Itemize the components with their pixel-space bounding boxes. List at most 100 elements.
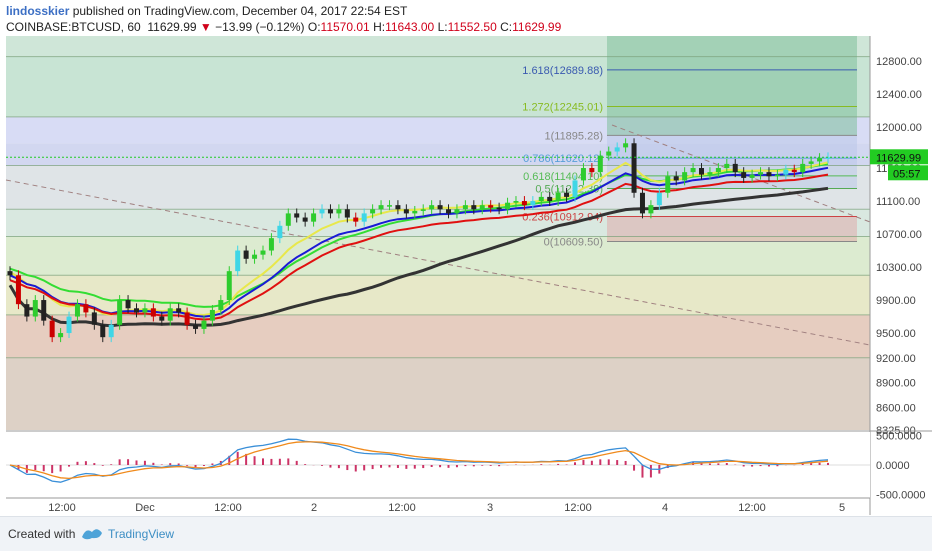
footer: Created with TradingView bbox=[0, 516, 932, 551]
symbol-label: COINBASE:BTCUSD, 60 bbox=[6, 20, 141, 34]
candle-body bbox=[159, 316, 165, 321]
candle-body bbox=[749, 174, 755, 178]
sma-black-line bbox=[8, 186, 829, 328]
candle-body bbox=[454, 209, 460, 214]
fib-extension-box bbox=[607, 36, 857, 136]
candle-body bbox=[277, 225, 283, 239]
candle-body bbox=[378, 205, 384, 210]
candle-body bbox=[209, 309, 215, 321]
candle-body bbox=[547, 196, 553, 202]
price-tick-label: 8900.00 bbox=[876, 378, 916, 390]
candle-body bbox=[774, 174, 780, 177]
last-price-tag bbox=[870, 149, 928, 165]
candle-body bbox=[327, 209, 333, 214]
candle-body bbox=[564, 192, 570, 197]
publish-line: lindosskier published on TradingView.com… bbox=[6, 4, 407, 18]
price-chart[interactable]: 1.618(12689.88) 1.272(12245.01) 1(11895.28… bbox=[0, 0, 932, 516]
candle-body bbox=[471, 205, 477, 210]
candle-body bbox=[479, 205, 485, 210]
fib-label: 1.618(12689.88) bbox=[522, 65, 603, 77]
price-change: −13.99 (−0.12%) bbox=[215, 20, 305, 34]
open-value: 11570.01 bbox=[320, 20, 370, 34]
candle-body bbox=[395, 205, 401, 210]
macd-line bbox=[9, 438, 829, 483]
candle-body bbox=[505, 202, 511, 210]
candle-body bbox=[252, 254, 258, 259]
candle-body bbox=[639, 192, 645, 214]
candle-body bbox=[791, 169, 797, 173]
time-tick-label: 12:00 bbox=[48, 502, 76, 514]
candle-body bbox=[117, 300, 123, 325]
candle-body bbox=[294, 213, 300, 218]
background-band bbox=[6, 357, 870, 430]
candle-body bbox=[521, 201, 527, 206]
candle-body bbox=[513, 201, 519, 203]
candle-body bbox=[699, 168, 705, 175]
candle-body bbox=[724, 163, 730, 169]
candle-body bbox=[7, 271, 13, 276]
ema-red-line bbox=[9, 173, 829, 321]
candle-body bbox=[66, 316, 72, 334]
candle-body bbox=[707, 172, 713, 175]
background-band bbox=[6, 314, 870, 358]
candle-body bbox=[623, 143, 629, 148]
candle-body bbox=[420, 209, 426, 211]
candle-body bbox=[572, 180, 578, 197]
candle-body bbox=[758, 172, 764, 175]
candle-body bbox=[631, 143, 637, 193]
candle-body bbox=[83, 304, 89, 313]
candle-body bbox=[100, 324, 106, 338]
background-band bbox=[6, 236, 870, 276]
fib-label: 1(11895.28) bbox=[544, 130, 603, 142]
candle-body bbox=[344, 209, 350, 218]
ema-green-line bbox=[9, 162, 829, 308]
background-band bbox=[6, 275, 870, 315]
candle-body bbox=[319, 209, 325, 214]
fib-label: 1.272(12245.01) bbox=[522, 102, 603, 114]
price-tick-label: 9900.00 bbox=[876, 295, 916, 307]
candle-body bbox=[268, 238, 274, 251]
fib-label: 0.786(11620.12) bbox=[523, 153, 603, 165]
price-tick-label: 8600.00 bbox=[876, 402, 916, 414]
price-tick-label: 11100.00 bbox=[876, 196, 920, 208]
candle-body bbox=[496, 207, 502, 210]
macd-tick-label: 500.0000 bbox=[876, 431, 922, 443]
candle-body bbox=[15, 275, 21, 305]
candle-body bbox=[49, 320, 55, 338]
fib-lower-box bbox=[607, 216, 857, 242]
candle-body bbox=[41, 300, 47, 321]
candle-body bbox=[817, 158, 823, 162]
macd-tick-label: -500.0000 bbox=[876, 489, 926, 501]
tradingview-logo-icon[interactable] bbox=[80, 523, 104, 543]
candle-body bbox=[125, 300, 131, 309]
candle-body bbox=[715, 168, 721, 173]
time-tick-label: 12:00 bbox=[214, 502, 242, 514]
tradingview-link[interactable]: TradingView bbox=[108, 527, 175, 541]
candle-body bbox=[302, 217, 308, 222]
time-tick-label: 12:00 bbox=[564, 502, 592, 514]
candle-body bbox=[808, 161, 814, 164]
created-with-label: Created with bbox=[8, 527, 76, 541]
candle-body bbox=[580, 168, 586, 181]
candle-body bbox=[336, 209, 342, 214]
candle-body bbox=[412, 210, 418, 214]
candle-body bbox=[150, 308, 156, 317]
candle-body bbox=[226, 271, 232, 301]
time-tick-label: 2 bbox=[311, 502, 317, 514]
candle-body bbox=[656, 192, 662, 206]
candle-body bbox=[32, 300, 38, 317]
fib-label: 0(10609.50) bbox=[544, 236, 603, 248]
candle-body bbox=[74, 304, 80, 317]
candle-body bbox=[800, 163, 806, 173]
candle-body bbox=[648, 205, 654, 214]
signal-line bbox=[9, 441, 829, 480]
candle-body bbox=[690, 168, 696, 173]
price-tick-label: 12400.00 bbox=[876, 89, 922, 101]
candle-body bbox=[260, 250, 266, 255]
candle-body bbox=[91, 312, 97, 325]
author-name[interactable]: lindosskier bbox=[6, 4, 70, 18]
candle-body bbox=[285, 213, 291, 226]
candle-body bbox=[665, 176, 671, 193]
high-value: 11643.00 bbox=[385, 20, 435, 34]
candle-body bbox=[462, 205, 468, 210]
